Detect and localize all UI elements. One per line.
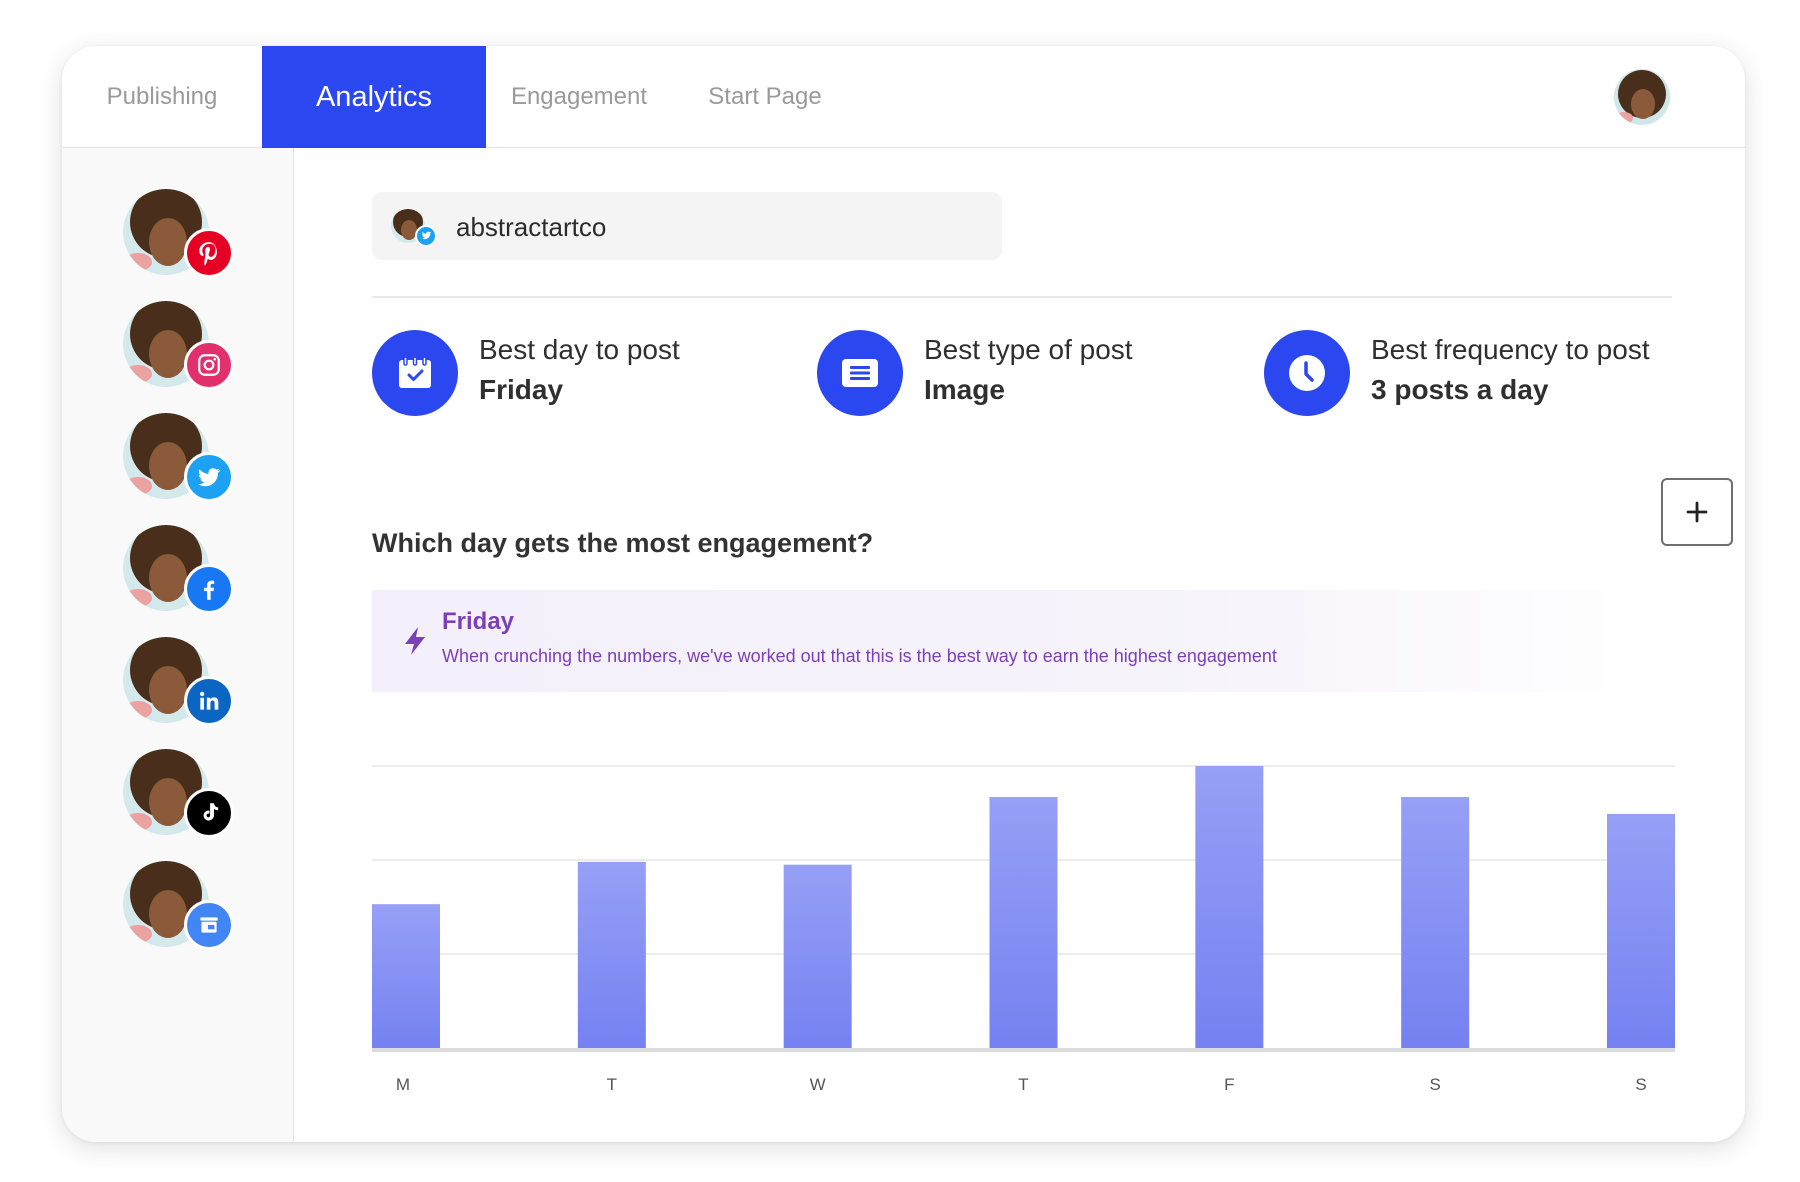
account-avatar [123, 301, 209, 387]
pinterest-icon [184, 228, 234, 278]
twitter-icon [184, 452, 234, 502]
x-tick-label: F [1224, 1075, 1234, 1094]
analytics-panel: abstractartco Best day to post Friday Be… [295, 148, 1745, 1142]
x-tick-label: S [1635, 1075, 1646, 1094]
stat-value: 3 posts a day [1371, 374, 1549, 405]
insight-banner: Friday When crunching the numbers, we've… [372, 590, 1672, 692]
x-tick-label: S [1429, 1075, 1440, 1094]
bar-4[interactable] [1195, 766, 1264, 1048]
bar-3[interactable] [989, 797, 1058, 1048]
chart-question: Which day gets the most engagement? [372, 528, 874, 558]
tab-engagement[interactable]: Engagement [510, 83, 648, 110]
account-google-business[interactable] [122, 860, 236, 956]
storefront-icon [184, 900, 234, 950]
tab-publishing[interactable]: Publishing [106, 83, 218, 110]
insight-description: When crunching the numbers, we've worked… [442, 646, 1277, 666]
x-tick-label: M [396, 1075, 410, 1094]
clock-icon [1264, 330, 1350, 416]
app-window: Publishing Analytics Engagement Start Pa… [62, 46, 1745, 1142]
document-icon [817, 330, 903, 416]
user-avatar[interactable] [1613, 68, 1671, 126]
tab-analytics[interactable]: Analytics [262, 46, 486, 148]
stat-label: Best day to post [479, 334, 680, 365]
bar-5[interactable] [1401, 797, 1470, 1048]
linkedin-icon [184, 676, 234, 726]
top-nav: Publishing Analytics Engagement Start Pa… [62, 46, 1745, 148]
instagram-icon [184, 340, 234, 390]
bar-2[interactable] [783, 864, 852, 1048]
account-sidebar [62, 148, 294, 1142]
section-divider [372, 296, 1672, 298]
add-button[interactable] [1661, 478, 1733, 546]
account-selector[interactable]: abstractartco [372, 192, 1002, 260]
lightning-icon [405, 627, 425, 655]
facebook-icon [184, 564, 234, 614]
account-linkedin[interactable] [122, 636, 236, 732]
account-instagram[interactable] [122, 300, 236, 396]
x-tick-label: T [1018, 1075, 1028, 1094]
insight-title: Friday [442, 608, 515, 635]
bar-6[interactable] [1607, 813, 1675, 1048]
account-pinterest[interactable] [122, 188, 236, 284]
account-facebook[interactable] [122, 524, 236, 620]
selected-account-avatar [391, 209, 437, 247]
plus-icon [1686, 501, 1708, 523]
account-tiktok[interactable] [122, 748, 236, 844]
stat-label: Best type of post [924, 334, 1133, 365]
x-tick-label: T [607, 1075, 617, 1094]
calendar-check-icon [372, 330, 458, 416]
account-name: abstractartco [456, 212, 607, 242]
x-tick-label: W [810, 1075, 826, 1094]
stat-label: Best frequency to post [1371, 334, 1650, 365]
account-avatar [123, 525, 209, 611]
stat-value: Friday [479, 374, 564, 405]
account-avatar [123, 189, 209, 275]
bar-0[interactable] [372, 904, 440, 1048]
tiktok-icon [184, 788, 234, 838]
account-twitter[interactable] [122, 412, 236, 508]
bar-1[interactable] [577, 861, 646, 1048]
stat-value: Image [924, 374, 1005, 405]
tab-start-page[interactable]: Start Page [708, 83, 822, 110]
